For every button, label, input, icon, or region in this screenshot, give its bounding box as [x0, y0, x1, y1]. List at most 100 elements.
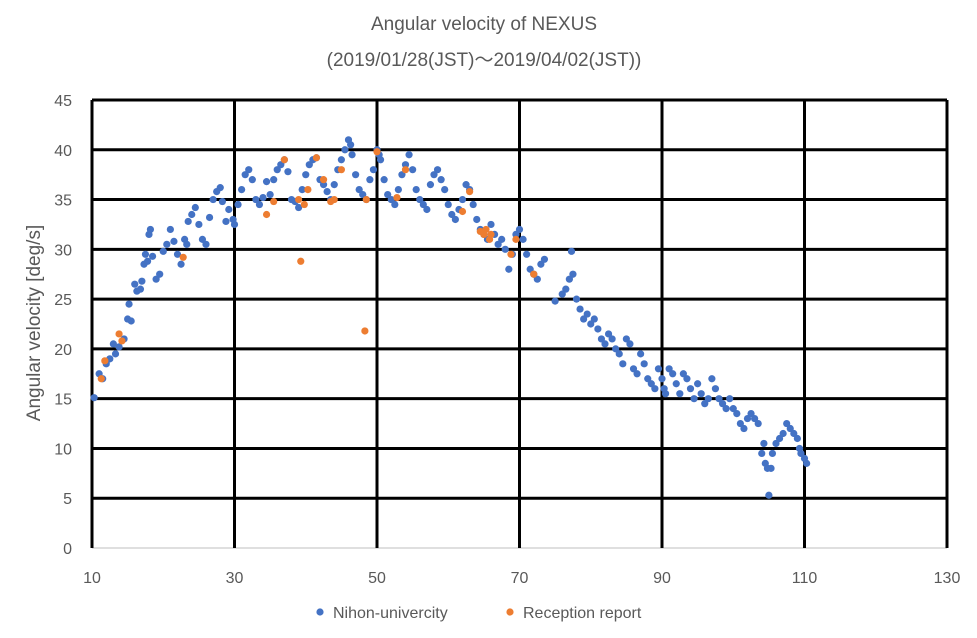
grid-lines [90, 98, 949, 549]
data-point [109, 340, 117, 348]
data-point [451, 215, 459, 224]
data-point [216, 184, 224, 192]
data-point [683, 375, 691, 383]
legend: Nihon-univercity Reception report [316, 605, 642, 622]
data-point [612, 345, 620, 353]
data-points [90, 136, 811, 499]
data-point [270, 176, 278, 184]
data-point [330, 195, 338, 204]
data-point [401, 166, 410, 174]
data-point [679, 370, 687, 378]
data-point [715, 395, 723, 403]
data-point [562, 285, 570, 293]
y-tick-label: 5 [63, 491, 72, 508]
data-point [273, 166, 281, 174]
data-point [505, 265, 513, 273]
data-point [284, 168, 292, 176]
data-point [587, 320, 595, 328]
data-point [622, 335, 630, 343]
data-point [651, 385, 659, 393]
data-point [790, 429, 798, 438]
data-point [779, 429, 787, 438]
data-point [433, 166, 442, 174]
data-point [90, 394, 98, 402]
data-point [179, 253, 187, 261]
data-point [758, 449, 766, 458]
data-point [131, 280, 139, 288]
data-point [644, 375, 652, 383]
data-point [412, 186, 420, 194]
data-point [177, 260, 185, 268]
data-point [615, 350, 623, 358]
data-point [654, 365, 663, 373]
data-point [115, 343, 123, 351]
data-point [323, 187, 331, 196]
data-point [507, 250, 515, 258]
data-point [391, 200, 399, 209]
data-point [583, 310, 591, 318]
data-point [658, 375, 666, 383]
data-point [138, 277, 146, 285]
data-point [726, 395, 734, 403]
data-point [747, 410, 755, 418]
data-point [245, 166, 253, 174]
data-point [111, 350, 120, 358]
data-point [512, 235, 520, 243]
data-point [711, 385, 720, 393]
data-point [526, 265, 534, 273]
data-point [793, 434, 801, 443]
y-tick-label: 15 [54, 392, 72, 409]
data-point [458, 195, 467, 204]
data-point [626, 340, 634, 348]
data-point [501, 245, 509, 253]
data-point [487, 230, 495, 238]
data-point [462, 181, 470, 189]
data-point [676, 390, 684, 398]
data-point [170, 237, 178, 245]
data-point [376, 156, 385, 164]
data-point [619, 360, 627, 368]
data-point [487, 220, 495, 229]
data-point [398, 171, 406, 179]
data-point [405, 151, 413, 159]
data-point [565, 275, 573, 283]
data-point [270, 197, 278, 206]
data-point [159, 247, 167, 255]
data-point [222, 217, 230, 226]
data-point [266, 190, 274, 199]
data-point [136, 285, 145, 293]
data-point [295, 203, 303, 212]
data-point [551, 297, 559, 305]
data-point [697, 390, 705, 398]
data-point [127, 317, 135, 325]
data-point [426, 181, 435, 189]
data-point [143, 257, 152, 265]
data-point [146, 225, 155, 234]
data-point [183, 240, 191, 248]
data-point [441, 186, 449, 194]
data-point [772, 439, 780, 448]
data-point [401, 161, 410, 169]
data-point [355, 186, 363, 194]
data-point [337, 156, 345, 164]
data-point [494, 240, 502, 248]
data-point [647, 380, 655, 388]
data-point [423, 205, 431, 214]
legend-marker [316, 608, 324, 616]
series-reception-report [97, 148, 538, 383]
data-point [512, 230, 520, 238]
x-tick-label: 30 [226, 570, 244, 587]
data-point [558, 290, 566, 298]
data-point [437, 176, 445, 184]
data-point [387, 195, 395, 204]
data-point [362, 195, 370, 204]
data-point [704, 395, 712, 403]
data-point [118, 337, 126, 345]
data-point [708, 375, 716, 383]
x-tick-label: 10 [83, 570, 101, 587]
data-point [572, 295, 581, 303]
data-point [786, 424, 794, 433]
data-point [419, 200, 427, 209]
x-tick-label: 90 [653, 570, 671, 587]
